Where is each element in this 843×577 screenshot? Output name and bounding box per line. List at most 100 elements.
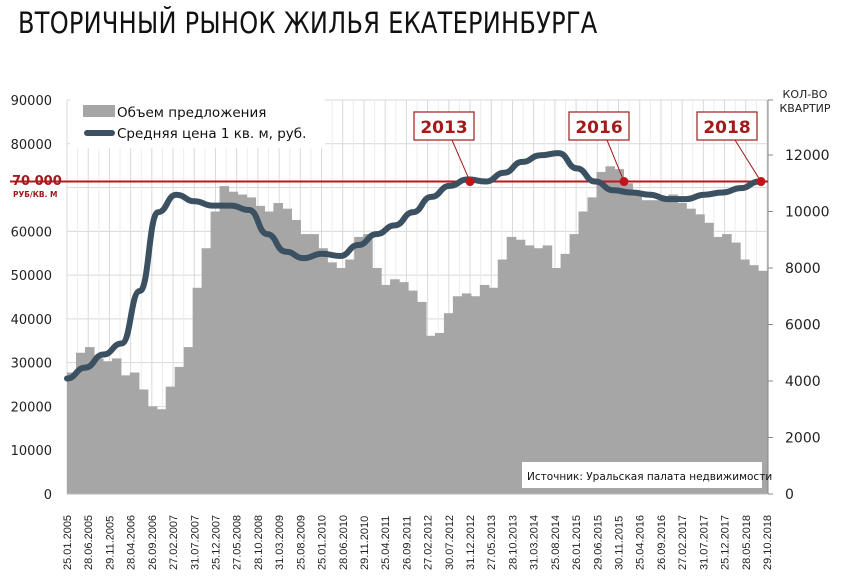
bar — [758, 270, 768, 494]
bar — [390, 279, 400, 494]
x-tick-label: 29.11.2005 — [104, 516, 116, 570]
bar — [740, 259, 750, 494]
line-series-avg-price — [64, 150, 762, 382]
chart-title: ВТОРИЧНЫЙ РЫНОК ЖИЛЬЯ ЕКАТЕРИНБУРГА — [18, 6, 598, 40]
bar — [201, 248, 212, 494]
x-tick-label: 29.06.2015 — [592, 515, 604, 570]
bar — [192, 287, 203, 494]
bar — [722, 234, 732, 494]
bar — [704, 222, 714, 495]
bar — [641, 200, 651, 494]
right-axis-title-line1: КОЛ-ВО — [783, 88, 828, 101]
bar — [363, 234, 373, 494]
x-tick-label: 25.12.2017 — [720, 515, 732, 570]
x-tick-label: 31.03.2014 — [529, 515, 541, 570]
bar — [749, 265, 759, 494]
x-tick-label: 26.09.2016 — [656, 515, 668, 570]
bar — [713, 236, 723, 495]
annotation-label-2016: 2016 — [575, 118, 622, 138]
x-tick-label: 25.04.2011 — [380, 516, 392, 570]
bar — [497, 259, 508, 494]
right-tick-label: 8000 — [785, 261, 821, 277]
legend-bar-label: Объем предложения — [117, 105, 266, 121]
bar — [147, 406, 158, 494]
x-tick-label: 28.10.2008 — [253, 515, 265, 570]
x-tick-label: 29.10.2018 — [762, 515, 774, 570]
bar — [605, 166, 616, 495]
annotation-leader — [606, 139, 625, 182]
bar — [399, 282, 409, 494]
x-tick-label: 27.02.2017 — [677, 515, 689, 570]
bar — [336, 268, 346, 494]
reference-value-label: 70 000 — [12, 174, 62, 189]
x-tick-label: 25.08.2014 — [550, 515, 562, 570]
bar — [632, 194, 642, 495]
bar — [129, 372, 140, 494]
x-tick-label: 28.05.2018 — [741, 515, 753, 570]
bar — [425, 335, 436, 494]
bar — [300, 234, 310, 494]
bar — [327, 262, 337, 494]
x-tick-label: 25.01.2005 — [62, 515, 74, 570]
bar — [67, 372, 77, 494]
bar — [228, 191, 239, 494]
bar — [183, 347, 194, 494]
left-tick-label: 50000 — [11, 269, 52, 284]
x-tick-label: 26.09.2011 — [401, 516, 413, 570]
bar — [551, 268, 562, 494]
annotation-marker — [465, 177, 475, 187]
bar — [372, 268, 382, 494]
bar — [102, 361, 113, 494]
x-tick-label: 27.02.2007 — [168, 515, 180, 570]
annotation-leader — [734, 139, 762, 182]
bar — [111, 358, 122, 494]
right-tick-label: 6000 — [785, 318, 821, 334]
legend-bar-swatch — [83, 105, 115, 117]
bar — [452, 296, 463, 494]
annotation-leader — [451, 139, 471, 182]
legend: Объем предложения Средняя цена 1 кв. м, … — [70, 96, 325, 148]
bar — [596, 171, 607, 494]
x-tick-label: 30.07.2012 — [444, 515, 456, 570]
bar — [354, 236, 364, 495]
bar — [381, 284, 391, 494]
year-annotations: 2013 2016 2018 — [413, 111, 766, 187]
bar — [345, 259, 355, 494]
source-text: Источник: Уральская палата недвижимости — [527, 471, 772, 483]
left-tick-label: 10000 — [11, 444, 52, 459]
x-tick-label: 26.09.2006 — [147, 515, 159, 570]
bar — [569, 234, 580, 494]
bar — [443, 313, 454, 494]
bar — [273, 203, 283, 494]
x-tick-label: 31.07.2007 — [189, 515, 201, 570]
left-tick-label: 60000 — [11, 225, 52, 240]
bar — [246, 197, 257, 494]
bar — [614, 169, 625, 494]
bar — [479, 284, 490, 494]
bar — [650, 200, 660, 494]
x-tick-label: 31.07.2017 — [698, 515, 710, 570]
bar — [686, 208, 696, 495]
bar — [506, 236, 517, 495]
left-tick-label: 40000 — [11, 313, 52, 328]
right-tick-label: 2000 — [785, 431, 821, 447]
bar — [219, 186, 230, 494]
bar — [93, 358, 104, 494]
bar-series-offer-volume — [67, 166, 768, 495]
left-tick-label: 90000 — [11, 94, 52, 109]
bar — [318, 248, 328, 494]
bar — [165, 386, 176, 494]
left-tick-label: 30000 — [11, 357, 52, 372]
right-tick-label: 4000 — [785, 374, 821, 390]
bar — [210, 211, 221, 494]
bar — [264, 211, 275, 494]
x-tick-label: 27.05.2008 — [232, 515, 244, 570]
bar — [291, 219, 301, 494]
right-axis: 0 2000 4000 6000 8000 10000 12000 — [767, 99, 830, 503]
bar — [84, 347, 95, 494]
annotation-label-2013: 2013 — [420, 118, 467, 138]
right-tick-label: 0 — [785, 487, 794, 503]
x-tick-label: 28.04.2006 — [126, 515, 138, 570]
bar — [75, 352, 86, 494]
